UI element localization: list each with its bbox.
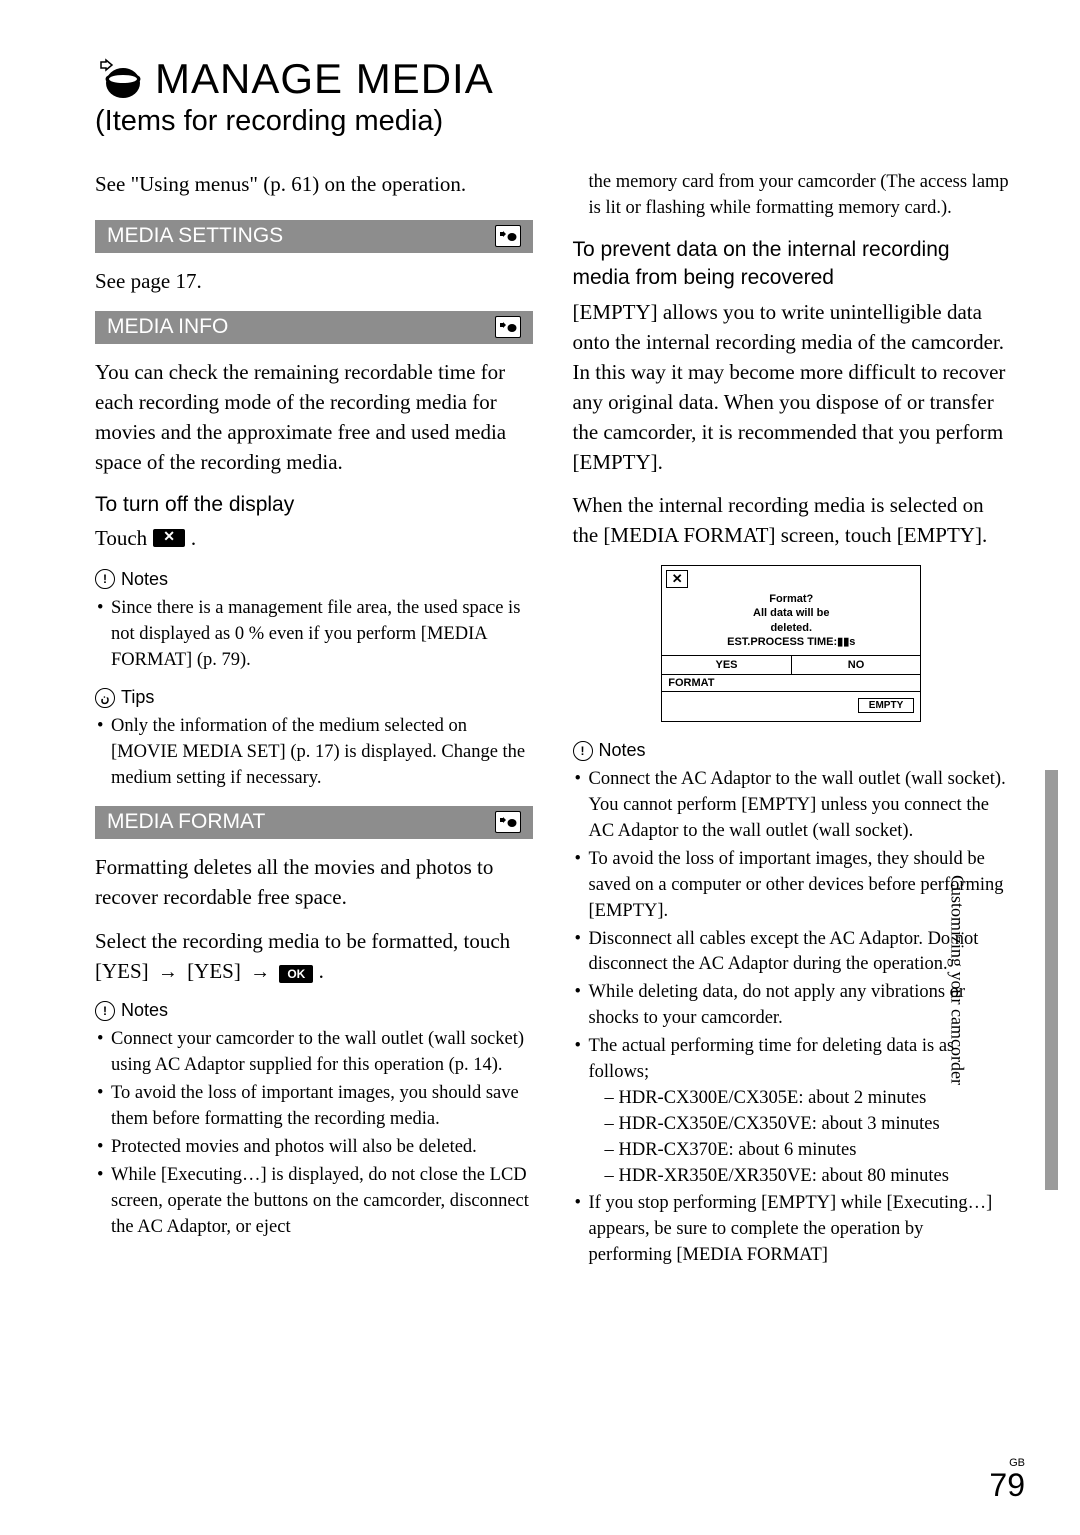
note-item: Protected movies and photos will also be… (95, 1135, 533, 1161)
period: . (319, 959, 324, 983)
page-number: 79 (989, 1469, 1025, 1501)
tips-header: ن Tips (95, 687, 533, 708)
notes-list: Since there is a management file area, t… (95, 596, 533, 674)
screen-format-label: FORMAT (662, 674, 920, 691)
media-settings-body: See page 17. (95, 267, 533, 297)
note-item: While [Executing…] is displayed, do not … (95, 1163, 533, 1241)
note-item: Connect the AC Adaptor to the wall outle… (573, 767, 1011, 845)
turn-off-heading: To turn off the display (95, 491, 533, 519)
timing-intro: The actual performing time for deleting … (589, 1036, 955, 1082)
period: . (191, 526, 196, 551)
media-icon (495, 225, 521, 247)
page-title: MANAGE MEDIA (155, 55, 494, 103)
media-icon (495, 316, 521, 338)
prevent-body: [EMPTY] allows you to write unintelligib… (573, 298, 1011, 477)
timing-list: HDR-CX300E/CX305E: about 2 minutes HDR-C… (589, 1086, 1011, 1190)
note-item: To avoid the loss of important images, t… (573, 847, 1011, 925)
section-label: MEDIA INFO (107, 315, 228, 339)
page-subtitle: (Items for recording media) (95, 105, 1010, 138)
notes-label: Notes (121, 569, 168, 590)
section-label: MEDIA SETTINGS (107, 224, 283, 248)
page-title-row: MANAGE MEDIA (95, 55, 1010, 103)
notes-icon: ! (573, 741, 593, 761)
note-item: To avoid the loss of important images, y… (95, 1081, 533, 1133)
side-tab: Customizing your camcorder (1030, 770, 1058, 1190)
arrow-icon: → (250, 958, 270, 986)
select-body: When the internal recording media is sel… (573, 491, 1011, 551)
format-screen-diagram: ✕ Format? All data will be deleted. EST.… (661, 565, 921, 722)
tips-label: Tips (121, 687, 154, 708)
notes-label: Notes (121, 1000, 168, 1021)
screen-no-button: NO (792, 656, 921, 674)
section-label: MEDIA FORMAT (107, 810, 265, 834)
screen-line: Format? (672, 592, 910, 606)
media-format-bar: MEDIA FORMAT (95, 806, 533, 839)
timing-item: HDR-XR350E/XR350VE: about 80 minutes (605, 1164, 1011, 1190)
page-number-block: GB 79 (989, 1458, 1025, 1501)
note-item: While deleting data, do not apply any vi… (573, 980, 1011, 1032)
touch-label: Touch (95, 526, 147, 551)
note-item: If you stop performing [EMPTY] while [Ex… (573, 1191, 1011, 1269)
notes-header: ! Notes (95, 1000, 533, 1021)
screen-empty-row: EMPTY (662, 691, 920, 721)
note-item: The actual performing time for deleting … (573, 1034, 1011, 1189)
screen-line: All data will be (672, 606, 910, 620)
screen-message: Format? All data will be deleted. EST.PR… (662, 592, 920, 655)
notes-icon: ! (95, 569, 115, 589)
media-settings-bar: MEDIA SETTINGS (95, 220, 533, 253)
screen-line: EST.PROCESS TIME:▮▮s (672, 635, 910, 649)
note-item: Connect your camcorder to the wall outle… (95, 1027, 533, 1079)
media-format-flow: Select the recording media to be formatt… (95, 927, 533, 987)
manage-media-icon (95, 55, 143, 103)
prevent-heading: To prevent data on the internal recordin… (573, 236, 1011, 293)
touch-line: Touch ✕ . (95, 526, 533, 551)
close-button-icon: ✕ (153, 529, 185, 547)
side-tab-text: Customizing your camcorder (947, 875, 968, 1085)
screen-yes-button: YES (662, 656, 792, 674)
left-column: See "Using menus" (p. 61) on the operati… (95, 170, 533, 1283)
screen-buttons: YES NO (662, 655, 920, 674)
notes-list: Connect the AC Adaptor to the wall outle… (573, 767, 1011, 1269)
notes-header: ! Notes (95, 569, 533, 590)
note-item: Disconnect all cables except the AC Adap… (573, 927, 1011, 979)
screen-empty-button: EMPTY (858, 698, 914, 713)
tips-icon: ن (95, 688, 115, 708)
media-info-body: You can check the remaining recordable t… (95, 358, 533, 477)
media-format-body1: Formatting deletes all the movies and ph… (95, 853, 533, 913)
note-item: Since there is a management file area, t… (95, 596, 533, 674)
timing-item: HDR-CX300E/CX305E: about 2 minutes (605, 1086, 1011, 1112)
screen-line: deleted. (672, 621, 910, 635)
intro-text: See "Using menus" (p. 61) on the operati… (95, 170, 533, 198)
notes-header: ! Notes (573, 740, 1011, 761)
ok-button-icon: OK (279, 965, 313, 983)
tips-list: Only the information of the medium selec… (95, 714, 533, 792)
notes-list: Connect your camcorder to the wall outle… (95, 1027, 533, 1240)
right-column: the memory card from your camcorder (The… (573, 170, 1011, 1283)
notes-icon: ! (95, 1001, 115, 1021)
screen-close-icon: ✕ (666, 570, 688, 588)
media-icon (495, 811, 521, 833)
continuation-text: the memory card from your camcorder (The… (573, 170, 1011, 222)
side-tab-bg (1045, 770, 1058, 1190)
media-info-bar: MEDIA INFO (95, 311, 533, 344)
arrow-icon: → (158, 958, 178, 986)
timing-item: HDR-CX350E/CX350VE: about 3 minutes (605, 1112, 1011, 1138)
flow-text: [YES] (187, 959, 241, 983)
screen-top: ✕ (662, 566, 920, 592)
notes-label: Notes (599, 740, 646, 761)
tip-item: Only the information of the medium selec… (95, 714, 533, 792)
timing-item: HDR-CX370E: about 6 minutes (605, 1138, 1011, 1164)
